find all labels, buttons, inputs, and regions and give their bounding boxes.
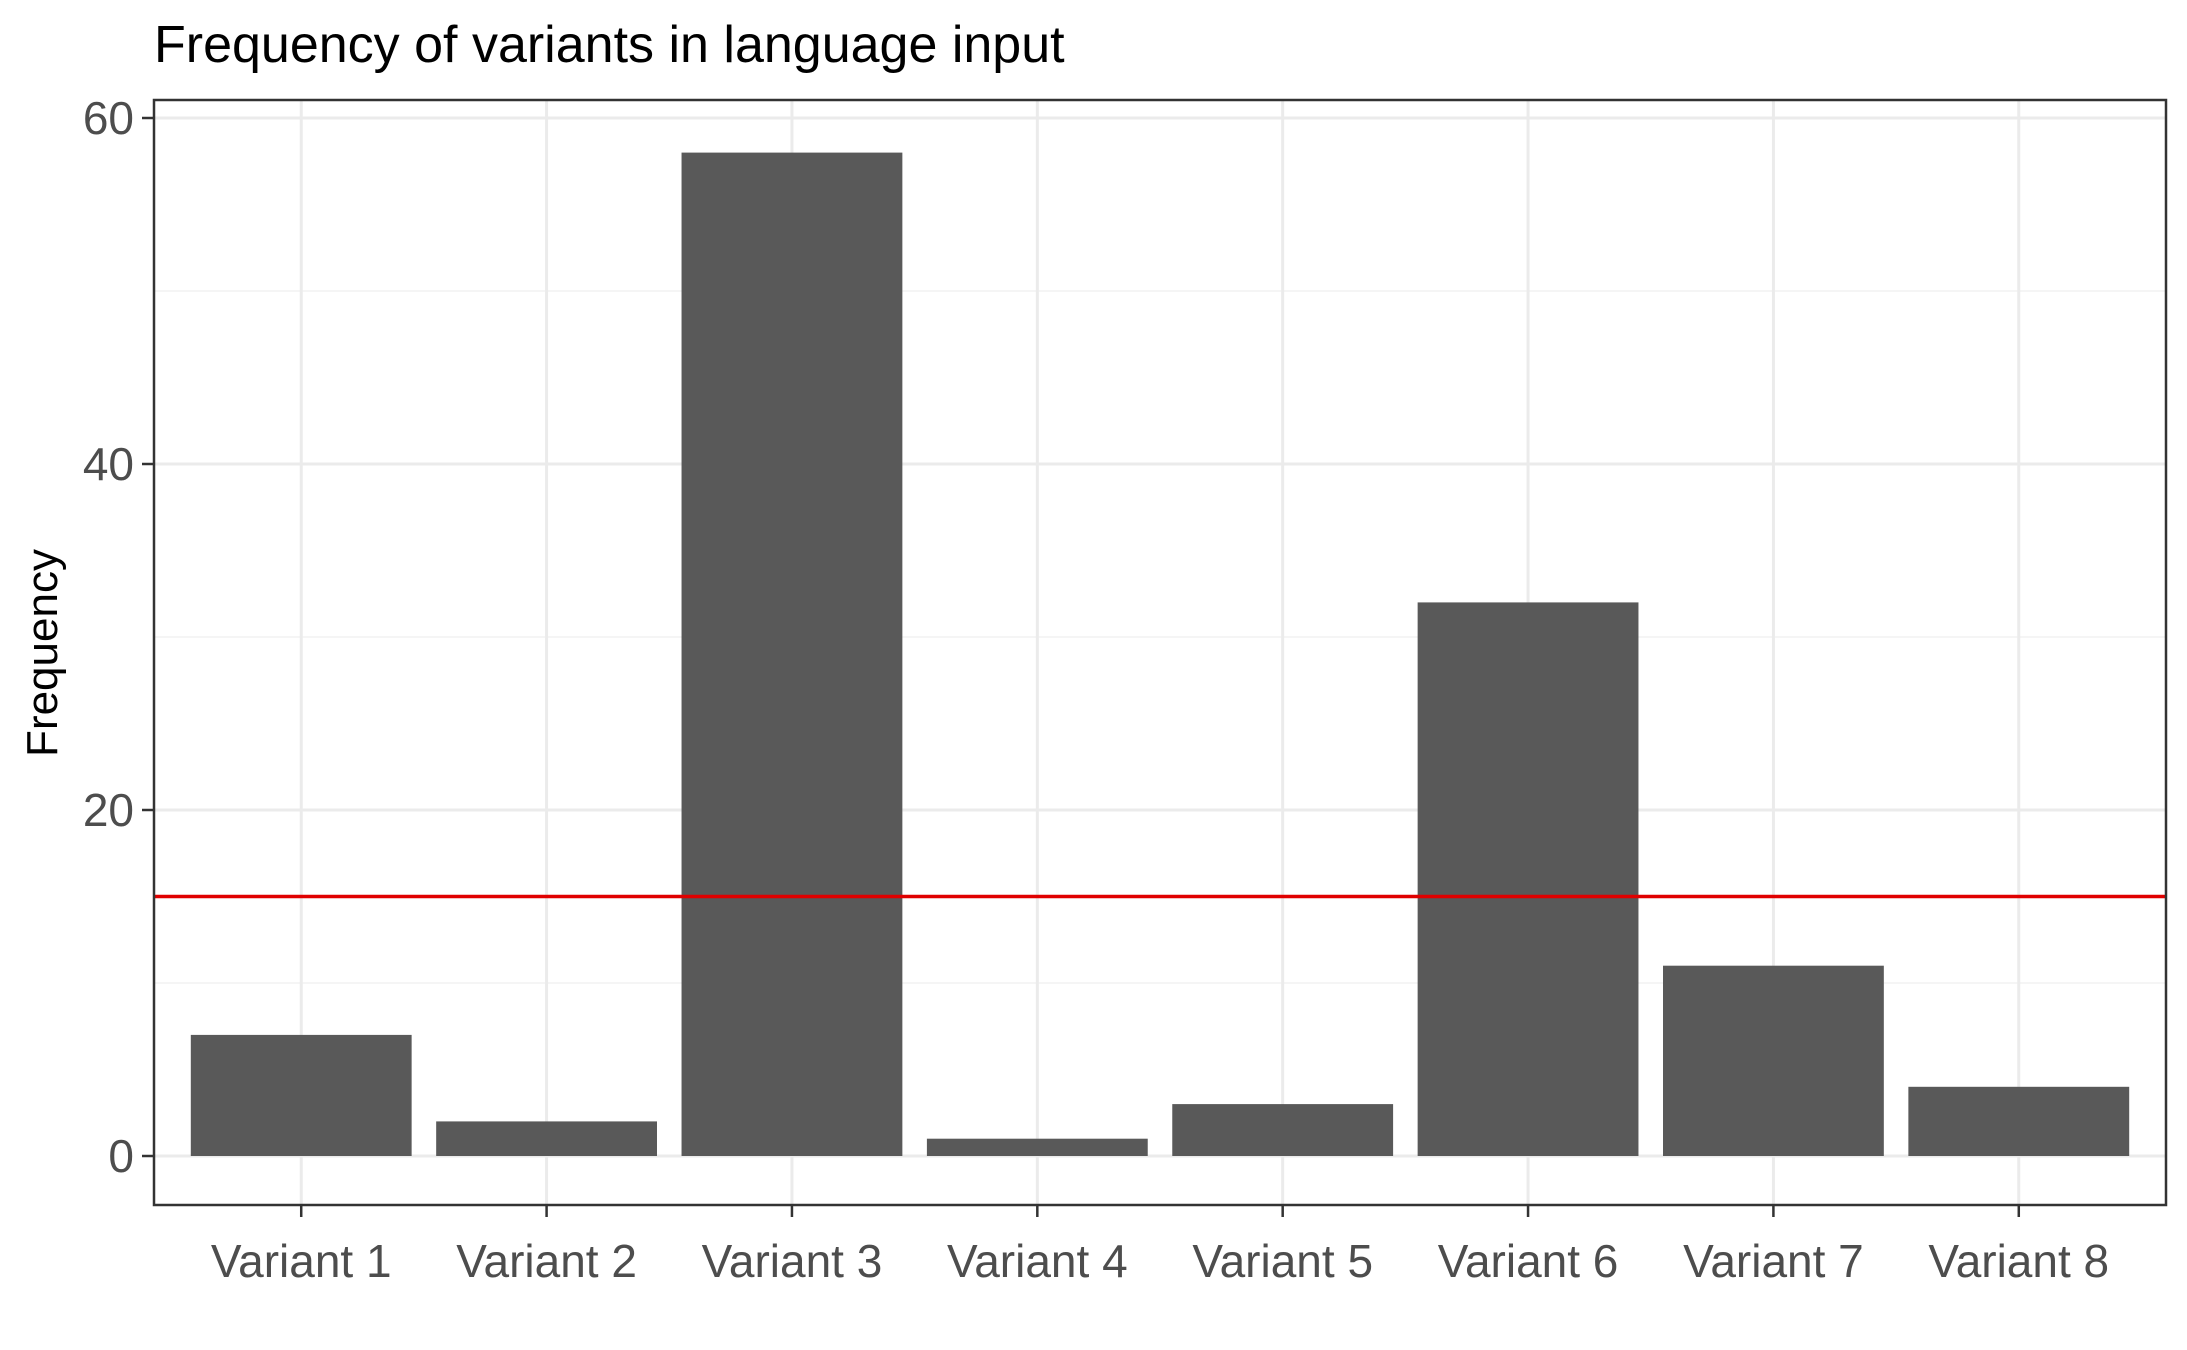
bar-7 [1663,965,1884,1156]
x-tick-label: Variant 8 [1928,1235,2109,1287]
bar-1 [190,1034,412,1156]
x-tick-label: Variant 2 [456,1235,637,1287]
y-axis-label: Frequency [18,549,67,757]
x-tick-label: Variant 5 [1192,1235,1373,1287]
y-tick-label: 40 [83,438,134,490]
y-tick-label: 60 [83,92,134,144]
bar-8 [1908,1086,2130,1156]
x-tick-label: Variant 6 [1438,1235,1619,1287]
bar-3 [681,152,903,1157]
chart-title: Frequency of variants in language input [154,16,1065,74]
axes: 0 20 40 60 Variant 1 Variant 2 Variant 3 Varian… [83,92,2109,1287]
x-tick-label: Variant 3 [702,1235,883,1287]
bar-6 [1417,602,1639,1156]
y-tick-label: 0 [108,1130,134,1182]
y-tick-label: 20 [83,784,134,836]
bars [190,152,2130,1157]
bar-5 [1172,1104,1394,1156]
x-tick-label: Variant 4 [947,1235,1128,1287]
x-tick-label: Variant 1 [211,1235,392,1287]
x-tick-label: Variant 7 [1683,1235,1864,1287]
plot-panel-border [152,98,2168,1207]
bar-2 [436,1121,657,1156]
bar-4 [926,1138,1148,1156]
